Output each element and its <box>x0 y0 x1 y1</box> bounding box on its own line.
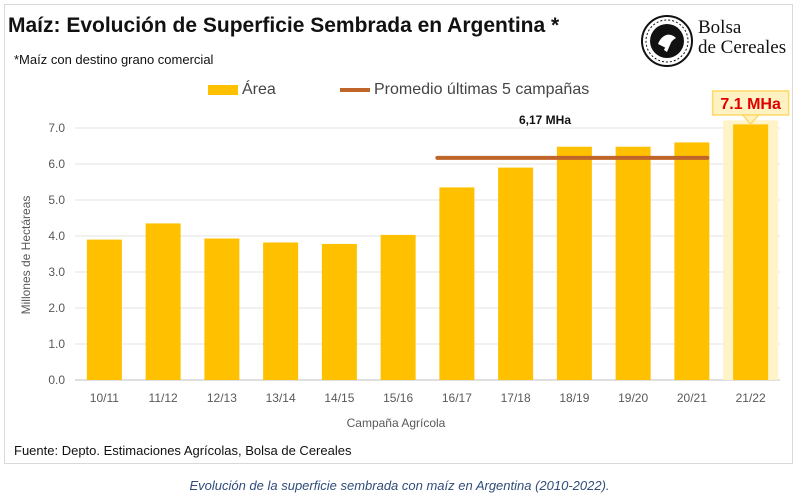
y-tick-label: 5.0 <box>48 193 65 207</box>
x-tick-label: 16/17 <box>442 391 472 405</box>
y-tick-label: 3.0 <box>48 265 65 279</box>
x-axis-label: Campaña Agrícola <box>347 416 446 430</box>
highlight-callout-pointer <box>740 114 761 126</box>
source-note: Fuente: Depto. Estimaciones Agrícolas, B… <box>14 443 352 458</box>
bar-21-22 <box>733 124 769 381</box>
x-tick-label: 11/12 <box>149 391 178 405</box>
chart-title: Maíz: Evolución de Superficie Sembrada e… <box>8 14 560 37</box>
logo-line-1: Bolsa <box>698 17 742 38</box>
y-tick-label: 6.0 <box>48 157 65 171</box>
legend-swatch-average <box>340 88 370 92</box>
bar-15-16 <box>380 234 416 380</box>
x-tick-label: 14/15 <box>324 391 354 405</box>
bolsa-de-cereales-logo: Bolsa de Cereales <box>640 14 790 70</box>
x-tick-label: 15/16 <box>383 391 413 405</box>
bar-18-19 <box>556 146 592 380</box>
chart-subtitle: *Maíz con destino grano comercial <box>14 52 214 67</box>
x-tick-label: 13/14 <box>266 391 296 405</box>
bar-11-12 <box>145 223 181 380</box>
logo-line-2: de Cereales <box>698 37 787 58</box>
bar-20-21 <box>674 142 710 380</box>
legend-label-average: Promedio últimas 5 campañas <box>374 81 590 98</box>
chart-frame <box>4 4 793 464</box>
y-tick-label: 0.0 <box>48 373 65 387</box>
seal-icon <box>641 15 693 67</box>
bar-13-14 <box>263 242 299 380</box>
y-tick-label: 1.0 <box>48 337 65 351</box>
legend-item-average: Promedio últimas 5 campañas <box>340 80 589 100</box>
y-axis-label: Millones de Hectáreas <box>19 196 33 315</box>
legend-item-area: Área <box>208 80 276 100</box>
x-tick-label: 18/19 <box>559 391 589 405</box>
bar-14-15 <box>321 243 357 380</box>
bar-16-17 <box>439 187 475 380</box>
legend-swatch-area <box>208 85 238 95</box>
bar-19-20 <box>615 146 651 380</box>
y-tick-label: 7.0 <box>48 121 65 135</box>
average-value-label: 6,17 MHa <box>519 113 571 127</box>
x-tick-label: 12/13 <box>207 391 237 405</box>
bar-chart: 0.0 1.0 2.0 3.0 4.0 5.0 6.0 7.0 10/11 11/12 12/13 1… <box>19 90 790 430</box>
x-tick-label: 10/11 <box>90 391 119 405</box>
x-tick-label: 20/21 <box>677 391 707 405</box>
highlight-value-label: 7.1 MHa <box>720 96 781 113</box>
y-tick-label: 2.0 <box>48 301 65 315</box>
highlight-callout-box <box>711 90 790 116</box>
y-tick-label: 4.0 <box>48 229 65 243</box>
bar-12-13 <box>204 238 240 380</box>
x-tick-label: 17/18 <box>501 391 531 405</box>
figure-caption: Evolución de la superficie sembrada con … <box>189 478 610 493</box>
x-tick-label: 21/22 <box>736 391 766 405</box>
bar-10-11 <box>86 239 122 380</box>
legend-label-area: Área <box>242 81 276 98</box>
bar-17-18 <box>498 167 534 380</box>
x-tick-label: 19/20 <box>618 391 648 405</box>
